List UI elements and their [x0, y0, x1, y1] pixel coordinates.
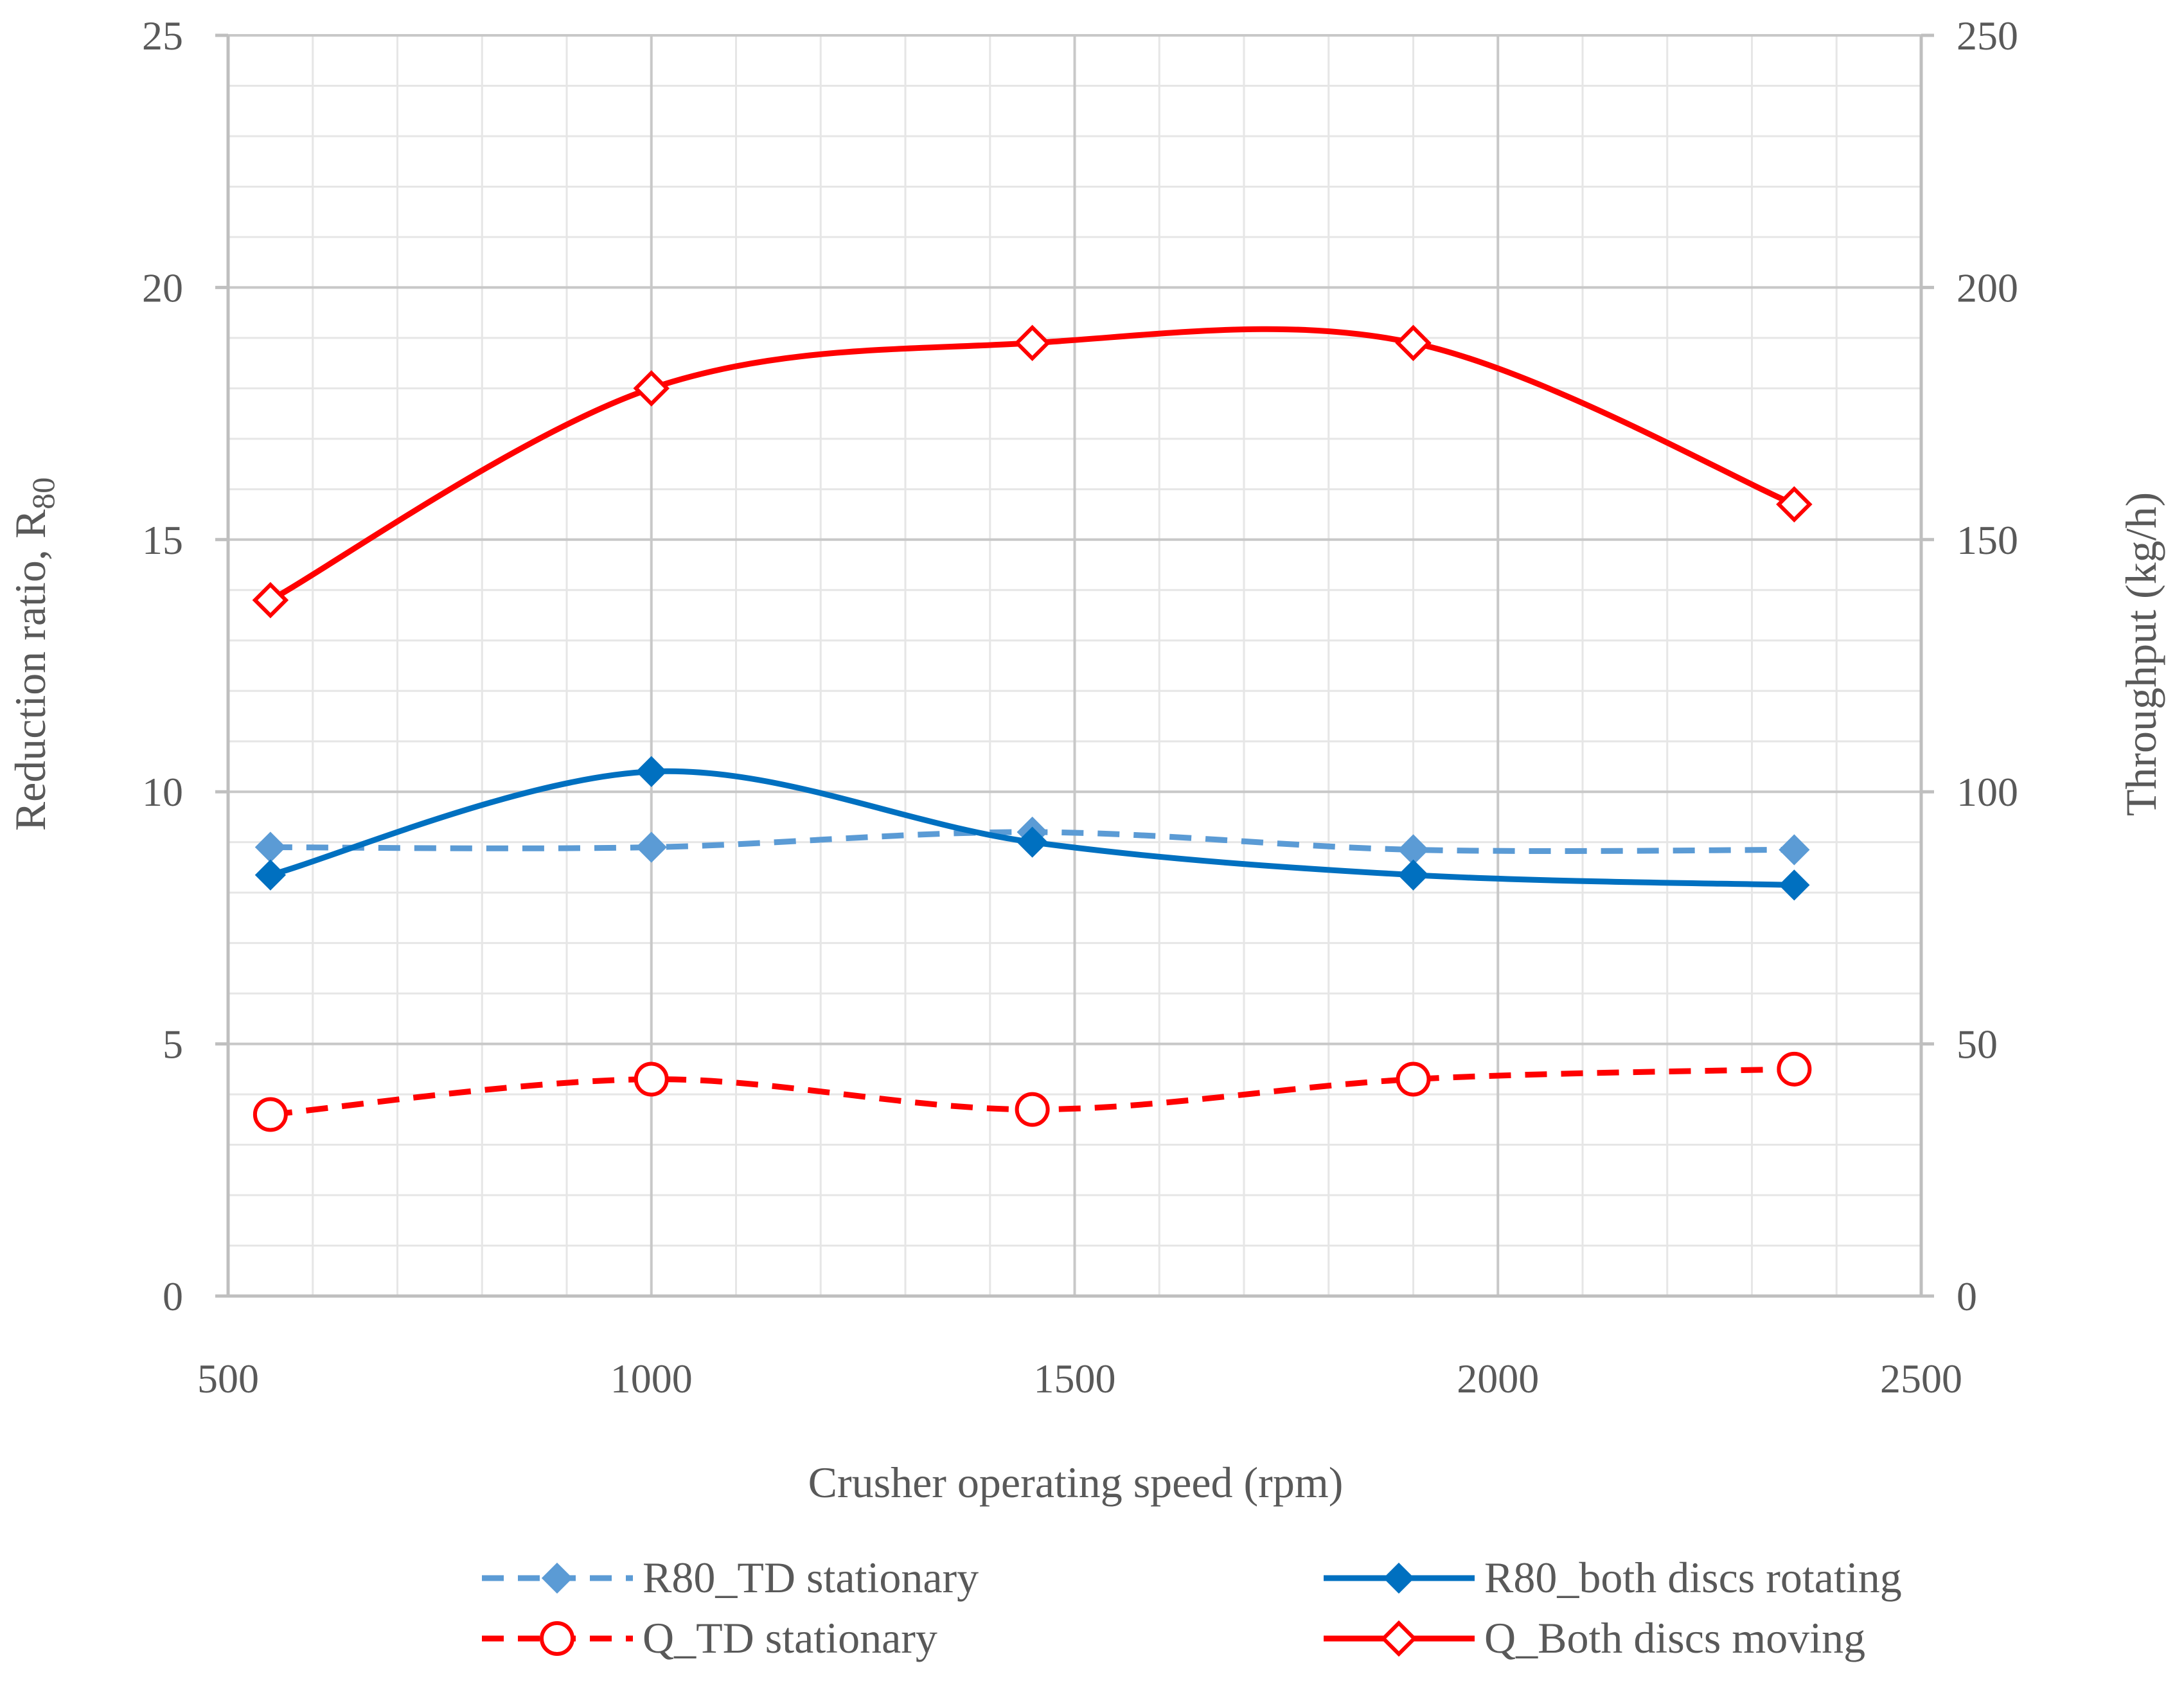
- legend-label: R80_both discs rotating: [1484, 1553, 1902, 1602]
- legend-swatch-marker: [540, 1621, 574, 1656]
- data-point-series-1: [1017, 826, 1048, 858]
- legend-label: Q_TD stationary: [643, 1613, 937, 1662]
- data-point-series-1: [1779, 869, 1810, 901]
- y-axis-left-title-subscript: 80: [25, 477, 61, 510]
- x-tick-label: 1000: [610, 1356, 693, 1401]
- data-point-series-1: [1398, 859, 1429, 891]
- legend-label: Q_Both discs moving: [1484, 1613, 1865, 1662]
- x-axis-title: Crusher operating speed (rpm): [808, 1458, 1344, 1507]
- data-point-series-2: [1015, 1092, 1050, 1127]
- legend-label: R80_TD stationary: [643, 1553, 979, 1602]
- data-point-series-3: [1395, 324, 1432, 361]
- y-right-tick-label: 150: [1957, 517, 2018, 563]
- x-tick-label: 500: [197, 1356, 259, 1401]
- data-point-series-2: [1396, 1062, 1431, 1097]
- x-tick-label: 2500: [1880, 1356, 1962, 1401]
- y-left-tick-label: 0: [163, 1274, 183, 1319]
- legend-swatch-marker: [1383, 1562, 1415, 1594]
- y-right-tick-label: 50: [1957, 1022, 1998, 1067]
- y-right-tick-label: 250: [1957, 13, 2018, 58]
- data-point-series-0: [254, 831, 286, 863]
- legend-swatch-marker: [1380, 1620, 1417, 1657]
- y-axis-left-title: Reduction ratio, R80: [6, 477, 61, 831]
- y-right-tick-label: 200: [1957, 265, 2018, 310]
- data-point-series-1: [254, 859, 286, 891]
- data-point-series-3: [1776, 486, 1813, 523]
- data-point-series-3: [252, 582, 289, 619]
- y-right-tick-label: 100: [1957, 769, 2018, 815]
- data-point-series-2: [634, 1062, 669, 1097]
- legend: R80_TD stationary R80_both discs rotating…: [482, 1553, 1902, 1662]
- y-right-tick-label: 0: [1957, 1274, 1977, 1319]
- legend-item: Q_Both discs moving: [1324, 1613, 1865, 1662]
- data-point-series-1: [635, 756, 667, 787]
- y-axis-right-title: Throughput (kg/h): [2117, 492, 2165, 816]
- data-point-series-0: [1779, 834, 1810, 866]
- tick-labels: 500 1000 1500 2000 2500051015202505010015020…: [142, 13, 2018, 1401]
- data-point-series-2: [253, 1097, 288, 1132]
- legend-item: R80_TD stationary: [482, 1553, 979, 1602]
- legend-swatch-marker: [541, 1562, 573, 1594]
- data-point-series-3: [1014, 324, 1051, 361]
- y-left-tick-label: 20: [142, 265, 183, 310]
- y-left-tick-label: 15: [142, 517, 183, 563]
- data-point-series-3: [633, 370, 670, 407]
- data-point-series-0: [635, 831, 667, 863]
- y-left-tick-label: 25: [142, 13, 183, 58]
- data-point-series-2: [1777, 1051, 1812, 1087]
- series-markers: [252, 324, 1813, 1132]
- legend-item: Q_TD stationary: [482, 1613, 937, 1662]
- y-left-tick-label: 5: [163, 1022, 183, 1067]
- axes: [215, 33, 1934, 1298]
- legend-item: R80_both discs rotating: [1324, 1553, 1902, 1602]
- y-left-tick-label: 10: [142, 769, 183, 815]
- series-line-3: [269, 326, 1796, 603]
- y-axis-left-title-main: Reduction ratio, R: [6, 509, 55, 831]
- x-tick-label: 2000: [1457, 1356, 1539, 1401]
- series-lines: [269, 326, 1796, 1117]
- x-tick-label: 1500: [1034, 1356, 1116, 1401]
